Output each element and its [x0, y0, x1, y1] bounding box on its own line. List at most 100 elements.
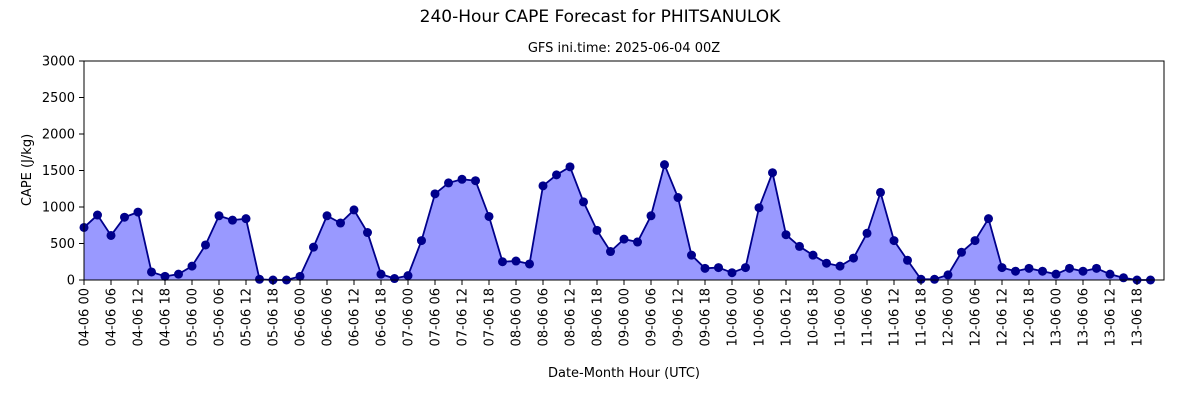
x-tick-label: 11-06 00 [834, 288, 849, 346]
data-point [174, 269, 183, 279]
x-tick-label: 08-06 00 [510, 288, 525, 346]
x-tick-label: 07-06 12 [456, 288, 471, 346]
data-point [565, 162, 575, 172]
x-tick-label: 06-06 12 [348, 288, 363, 346]
x-axis: 04-06 00 04-06 06 04-06 12 04-06 18 05-06 00… [78, 280, 1146, 346]
data-points [79, 160, 1155, 285]
x-tick-label: 04-06 18 [159, 288, 174, 346]
data-point [700, 263, 710, 273]
x-tick-label: 09-06 12 [672, 288, 687, 346]
data-point [984, 214, 993, 224]
x-tick-label: 13-06 00 [1050, 288, 1065, 346]
data-point [862, 228, 872, 238]
cape-area-fill [84, 164, 1151, 280]
data-point [403, 271, 413, 281]
y-tick-label: 2500 [42, 91, 75, 106]
data-point [835, 261, 845, 271]
data-point [673, 193, 683, 203]
x-tick-label: 12-06 00 [942, 288, 957, 346]
x-tick-label: 04-06 12 [132, 288, 147, 346]
y-tick-label: 500 [50, 237, 75, 252]
data-point [1011, 266, 1020, 276]
x-tick-label: 07-06 00 [402, 288, 417, 346]
x-tick-label: 08-06 12 [564, 288, 579, 346]
y-tick-label: 1500 [42, 164, 75, 179]
x-tick-label: 13-06 06 [1077, 288, 1092, 346]
chart-title: 240-Hour CAPE Forecast for PHITSANULOK [420, 7, 782, 27]
data-point [525, 259, 534, 269]
data-point [781, 230, 791, 240]
data-point [754, 203, 764, 213]
x-tick-label: 12-06 06 [969, 288, 984, 346]
x-tick-label: 13-06 18 [1131, 288, 1146, 346]
x-tick-label: 05-06 12 [240, 288, 255, 346]
data-point [363, 228, 372, 238]
x-tick-label: 04-06 00 [78, 288, 93, 346]
data-point [255, 274, 264, 284]
data-point [768, 168, 777, 178]
data-point [309, 242, 318, 252]
x-tick-label: 09-06 00 [618, 288, 633, 346]
data-point [552, 170, 561, 180]
data-point [1105, 269, 1115, 279]
data-point [606, 247, 615, 257]
data-point [1119, 273, 1128, 283]
data-point [1092, 263, 1101, 273]
x-tick-label: 04-06 06 [105, 288, 120, 346]
x-tick-label: 12-06 12 [996, 288, 1011, 346]
x-axis-label: Date-Month Hour (UTC) [548, 366, 700, 381]
data-point [957, 247, 966, 257]
data-point [1078, 266, 1088, 276]
data-point [714, 263, 723, 273]
data-point [511, 256, 521, 266]
data-point [538, 181, 548, 191]
data-point [741, 263, 750, 273]
x-tick-label: 05-06 18 [267, 288, 282, 346]
x-tick-label: 06-06 00 [294, 288, 309, 346]
data-point [876, 187, 885, 197]
data-point [201, 240, 210, 250]
x-tick-label: 10-06 06 [753, 288, 768, 346]
data-point [160, 271, 170, 281]
data-point [903, 255, 912, 265]
x-tick-label: 10-06 00 [726, 288, 741, 346]
data-point [471, 176, 480, 186]
data-point [970, 236, 980, 246]
data-point [457, 174, 467, 184]
data-point [916, 274, 926, 284]
y-axis-label: CAPE (J/kg) [20, 134, 35, 206]
data-point [322, 211, 332, 221]
data-point [147, 267, 156, 277]
data-point [417, 236, 426, 246]
data-point [484, 211, 494, 221]
x-tick-label: 12-06 18 [1023, 288, 1038, 346]
data-point [187, 261, 197, 271]
x-tick-label: 09-06 18 [699, 288, 714, 346]
plot-area [79, 60, 1165, 285]
data-point [498, 257, 507, 267]
x-tick-label: 06-06 18 [375, 288, 390, 346]
data-point [633, 237, 642, 247]
y-tick-label: 3000 [42, 55, 75, 70]
data-point [349, 205, 359, 215]
x-tick-label: 10-06 12 [780, 288, 795, 346]
x-tick-label: 11-06 06 [861, 288, 876, 346]
data-point [943, 270, 953, 280]
data-point [727, 268, 737, 278]
data-point [997, 263, 1007, 273]
data-point [228, 215, 237, 225]
data-point [214, 211, 224, 221]
data-point [1051, 269, 1061, 279]
y-axis: 0 500 1000 1500 2000 2500 3000 [42, 55, 84, 289]
data-point [241, 214, 251, 224]
data-point [295, 271, 305, 281]
data-point [133, 207, 143, 217]
y-tick-label: 0 [67, 274, 75, 289]
data-point [795, 241, 804, 251]
x-tick-label: 07-06 18 [483, 288, 498, 346]
data-point [444, 178, 453, 188]
data-point [93, 210, 102, 220]
x-tick-label: 13-06 12 [1104, 288, 1119, 346]
data-point [822, 258, 831, 268]
